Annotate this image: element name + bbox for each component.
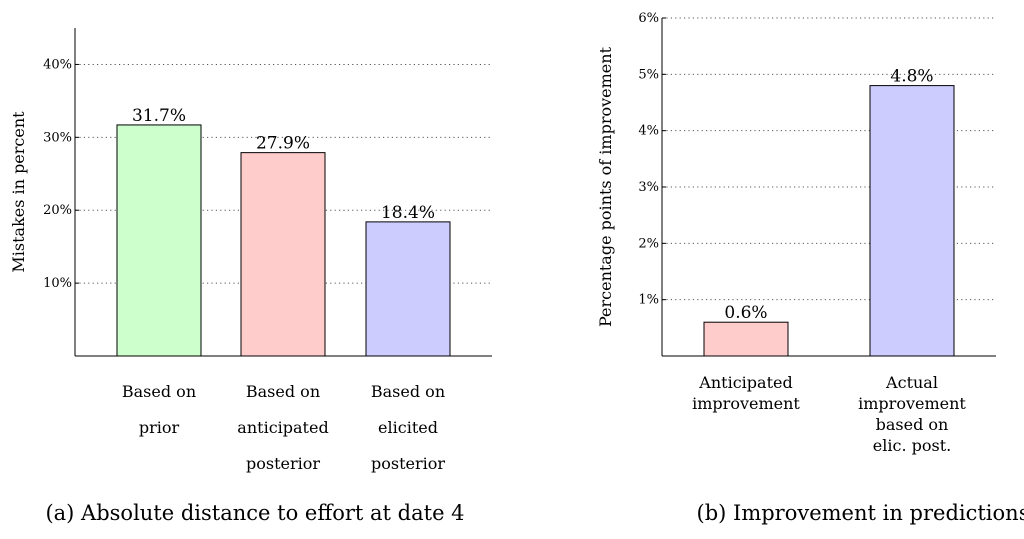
y-tick-label: 6% [638,11,659,26]
data-label: 0.6% [724,303,767,323]
bar [240,152,326,357]
x-tick-label: posterior [371,454,445,473]
x-tick-label: anticipated [237,418,328,437]
y-tick-label: 1% [638,293,659,308]
bar [869,85,955,357]
x-tick-label: elicited [378,418,438,437]
y-tick-label: 4% [638,124,659,139]
caption: (b) Improvement in predictions [697,501,1024,525]
x-tick-label: based on [876,415,949,434]
x-tick-label: Based on [122,382,196,401]
y-tick-label: 3% [638,180,659,195]
y-axis-label: Percentage points of improvement [596,46,615,327]
data-label: 31.7% [132,106,186,126]
data-label: 27.9% [256,134,310,154]
y-axis-label: Mistakes in percent [9,111,28,273]
x-tick-label: prior [139,418,180,437]
y-tick-label: 20% [43,203,72,218]
y-tick-label: 5% [638,67,659,82]
bar [116,124,202,357]
x-tick-label: Actual [885,373,938,392]
data-label: 4.8% [890,67,933,87]
x-tick-label: Anticipated [698,373,792,392]
chart-a: 10% 20% 30% 40% 31.7% Based on prior 27.9% Based… [9,28,492,525]
y-tick-label: 2% [638,236,659,251]
chart-b: 1% 2% 3% 4% 5% 6% 0.6% Anticipated improvement 4.… [596,11,1024,525]
y-tick-label: 30% [43,130,72,145]
x-tick-label: improvement [858,394,966,413]
bar [365,221,451,357]
y-tick-label: 10% [43,276,72,291]
bar [703,321,789,357]
y-tick-label: 40% [43,57,72,72]
caption: (a) Absolute distance to effort at date … [45,501,464,525]
x-tick-label: Based on [246,382,320,401]
x-tick-label: Based on [371,382,445,401]
x-tick-label: posterior [246,454,320,473]
data-label: 18.4% [381,203,435,223]
x-tick-label: improvement [692,394,800,413]
x-tick-label: elic. post. [873,436,951,455]
